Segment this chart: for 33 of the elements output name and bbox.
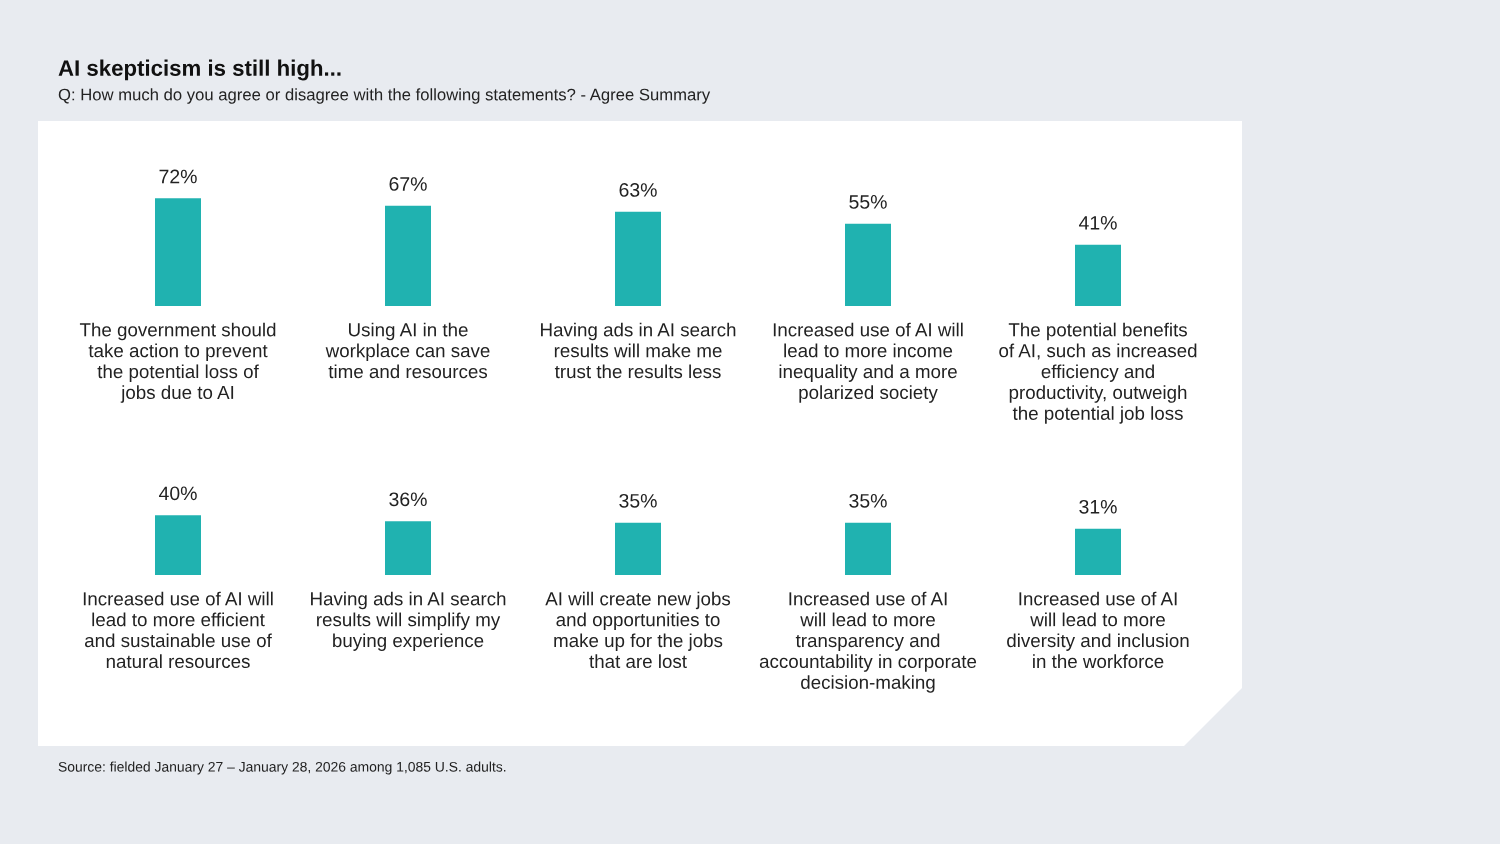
x-tick-label: Increased use of AI will lead to more diversity and inclusion in the workforce bbox=[1007, 591, 1189, 669]
data-label: 36% bbox=[389, 492, 427, 507]
bar bbox=[615, 211, 661, 306]
data-label: 55% bbox=[849, 195, 887, 209]
x-tick-label: Using AI in the workplace can save time and resources bbox=[325, 322, 490, 379]
bar bbox=[385, 205, 431, 306]
data-label: 31% bbox=[1079, 499, 1117, 514]
data-label: 63% bbox=[619, 183, 657, 197]
x-tick-label: Increased use of AI will lead to more efficient and sustainable use of natural resources bbox=[83, 591, 273, 669]
x-tick-label: Increased use of AI will lead to more income inequality and a more polarized society bbox=[773, 322, 963, 403]
data-label: 41% bbox=[1078, 216, 1117, 230]
source-note: Source: fielded January 27 – January 28, 2026 among 1,085 U.S. adults. bbox=[58, 761, 506, 775]
data-label: 35% bbox=[619, 493, 657, 508]
bar bbox=[845, 522, 891, 575]
data-label: 40% bbox=[158, 486, 197, 501]
bar bbox=[155, 515, 201, 575]
bar bbox=[1075, 528, 1121, 575]
chart-subtitle: Q: How much do you agree or disagree with the following statements? - Agree Summary bbox=[58, 88, 711, 104]
data-label: 35% bbox=[849, 493, 887, 508]
bar bbox=[615, 522, 661, 575]
bar bbox=[155, 198, 201, 306]
x-tick-label: AI will create new jobs and opportunities to make up for the jobs that are lost bbox=[545, 591, 731, 669]
bar bbox=[1075, 244, 1121, 306]
bar bbox=[385, 521, 431, 575]
x-tick-label: Having ads in AI search results will simplify my buying experience bbox=[311, 591, 506, 651]
x-tick-label: Increased use of AI will lead to more transparency and accountability in corporate decision-making bbox=[759, 591, 977, 693]
bar bbox=[845, 223, 891, 306]
chart-title: AI skepticism is still high... bbox=[58, 59, 341, 81]
data-label: 72% bbox=[159, 169, 197, 184]
x-tick-label: The potential benefits of AI, such as increased efficiency and productivity, outweigh the potential job loss bbox=[999, 322, 1197, 424]
x-tick-label: Having ads in AI search results will make me trust the results less bbox=[541, 322, 736, 379]
data-label: 67% bbox=[389, 177, 427, 191]
x-tick-label: The government should take action to prevent the potential loss of jobs due to AI bbox=[79, 322, 276, 403]
